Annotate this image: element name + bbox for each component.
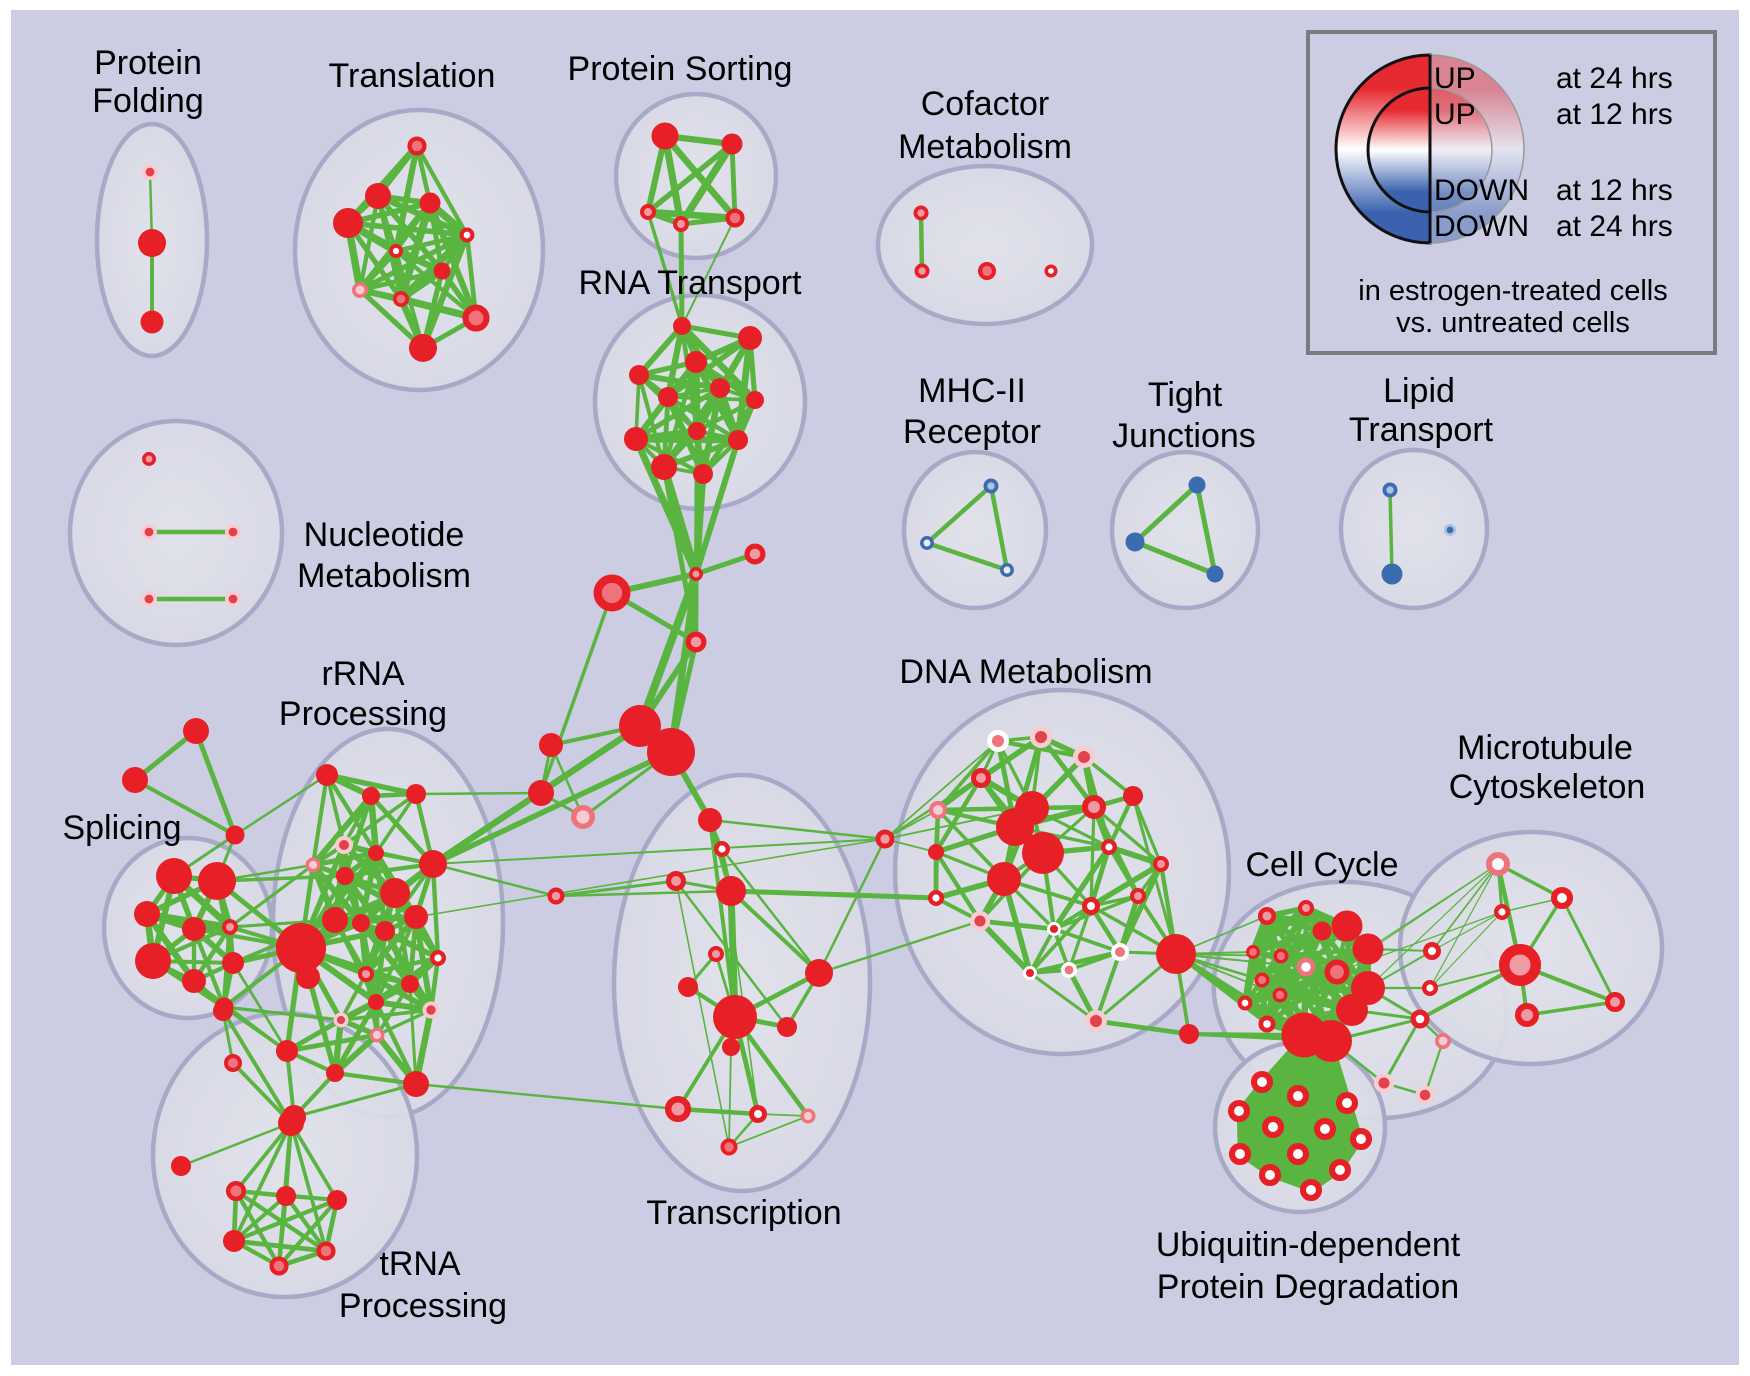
svg-text:at 24 hrs: at 24 hrs bbox=[1556, 62, 1673, 95]
svg-text:Splicing: Splicing bbox=[62, 809, 181, 847]
svg-text:Ubiquitin-dependent: Ubiquitin-dependent bbox=[1156, 1226, 1461, 1264]
svg-text:RNA Transport: RNA Transport bbox=[579, 264, 803, 302]
svg-text:DOWN: DOWN bbox=[1434, 210, 1529, 243]
svg-text:Folding: Folding bbox=[92, 82, 204, 120]
svg-text:Metabolism: Metabolism bbox=[898, 128, 1072, 166]
svg-text:Lipid: Lipid bbox=[1383, 372, 1455, 410]
svg-text:Cofactor: Cofactor bbox=[921, 85, 1050, 123]
svg-text:Junctions: Junctions bbox=[1112, 417, 1256, 455]
svg-text:Microtubule: Microtubule bbox=[1457, 729, 1633, 767]
svg-text:in estrogen-treated cells: in estrogen-treated cells bbox=[1358, 275, 1668, 307]
svg-text:Cell Cycle: Cell Cycle bbox=[1245, 846, 1398, 884]
svg-text:at 12 hrs: at 12 hrs bbox=[1556, 174, 1673, 207]
svg-text:at 12 hrs: at 12 hrs bbox=[1556, 98, 1673, 131]
svg-text:Metabolism: Metabolism bbox=[297, 557, 471, 595]
svg-text:Protein: Protein bbox=[94, 44, 202, 82]
svg-text:DOWN: DOWN bbox=[1434, 174, 1529, 207]
svg-text:DNA Metabolism: DNA Metabolism bbox=[899, 653, 1152, 691]
svg-text:Nucleotide: Nucleotide bbox=[304, 516, 465, 554]
svg-text:UP: UP bbox=[1434, 98, 1476, 131]
svg-text:Tight: Tight bbox=[1148, 376, 1223, 414]
svg-text:Transcription: Transcription bbox=[646, 1194, 841, 1232]
svg-text:Translation: Translation bbox=[329, 57, 496, 95]
svg-text:Processing: Processing bbox=[339, 1287, 507, 1325]
svg-text:Receptor: Receptor bbox=[903, 413, 1041, 451]
svg-text:Protein Sorting: Protein Sorting bbox=[568, 50, 793, 88]
svg-text:Cytoskeleton: Cytoskeleton bbox=[1449, 768, 1646, 806]
svg-text:Processing: Processing bbox=[279, 695, 447, 733]
svg-text:Transport: Transport bbox=[1349, 411, 1494, 449]
svg-text:tRNA: tRNA bbox=[379, 1245, 461, 1283]
svg-text:vs. untreated cells: vs. untreated cells bbox=[1396, 307, 1630, 339]
svg-text:rRNA: rRNA bbox=[321, 655, 404, 693]
svg-text:UP: UP bbox=[1434, 62, 1476, 95]
svg-text:at 24 hrs: at 24 hrs bbox=[1556, 210, 1673, 243]
svg-text:MHC-II: MHC-II bbox=[918, 372, 1026, 410]
svg-text:Protein Degradation: Protein Degradation bbox=[1157, 1268, 1459, 1306]
